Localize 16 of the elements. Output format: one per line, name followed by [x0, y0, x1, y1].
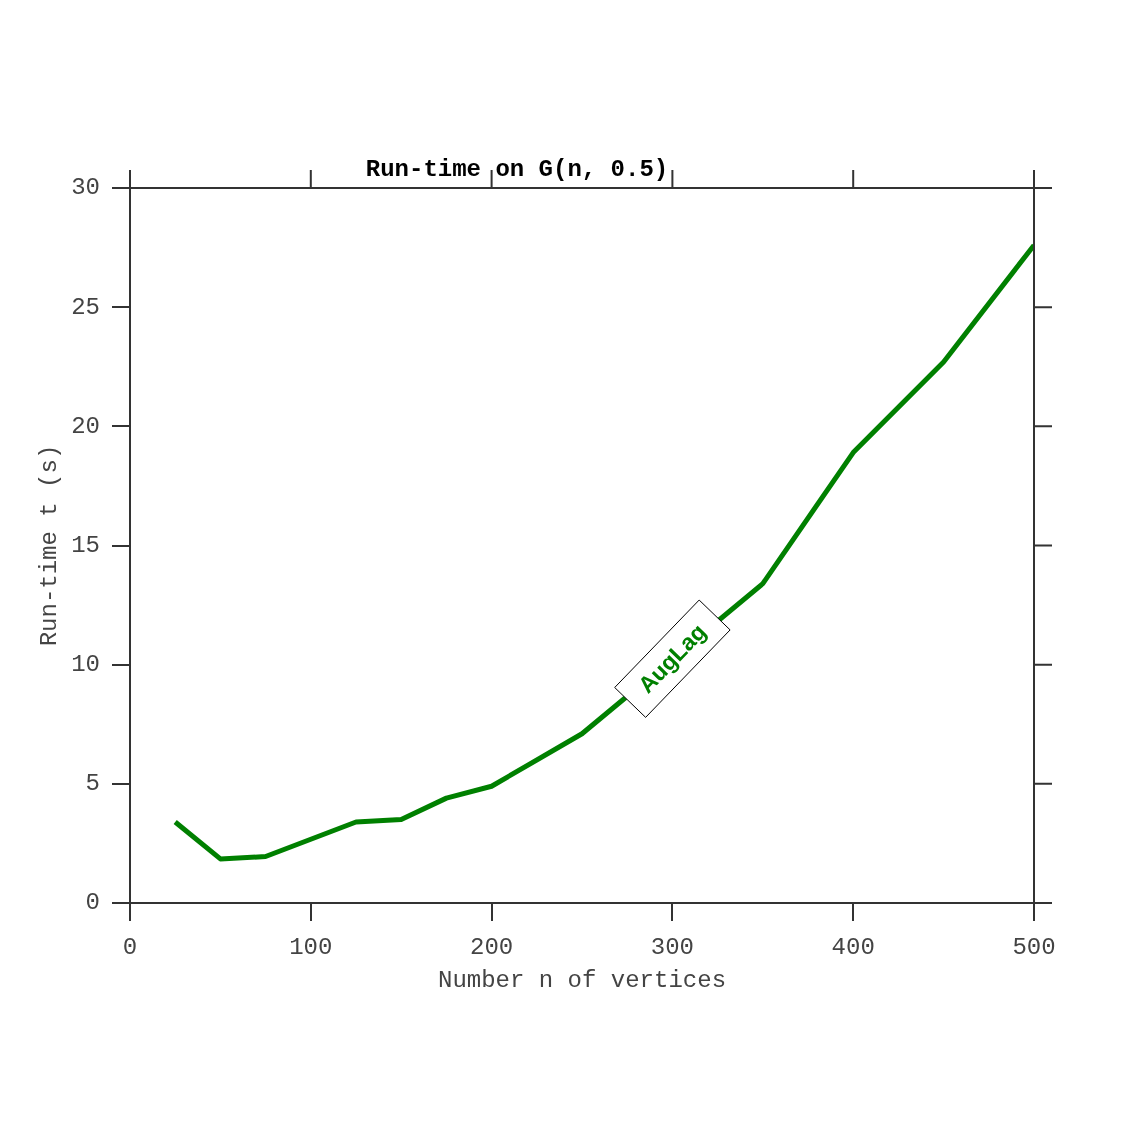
- y-axis-title: Run-time t (s): [36, 444, 64, 647]
- y-tick-label: 30: [71, 174, 100, 202]
- chart-title: Run-time on G(n, 0.5): [365, 155, 669, 183]
- y-tick-label: 15: [71, 531, 100, 559]
- x-axis-title: Number n of vertices: [437, 967, 727, 995]
- y-tick-label: 0: [85, 889, 100, 917]
- x-tick-label: 300: [650, 933, 695, 961]
- x-tick-label: 100: [289, 933, 333, 961]
- y-tick-label: 5: [85, 770, 100, 798]
- x-tick-label: 400: [831, 933, 875, 961]
- x-tick-label: 0: [122, 933, 138, 961]
- x-tick-label: 200: [469, 933, 514, 961]
- y-tick-label: 20: [71, 412, 100, 440]
- y-tick-label: 25: [71, 293, 100, 321]
- y-tick-label: 10: [71, 651, 100, 679]
- x-tick-label: 500: [1012, 933, 1056, 961]
